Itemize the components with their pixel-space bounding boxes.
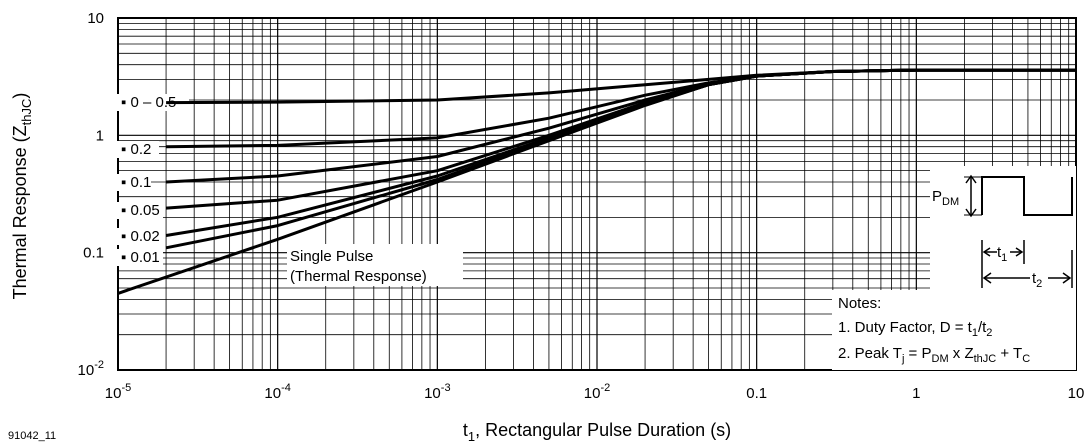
x-tick-label: 1 (912, 385, 920, 402)
label-backgrounds (117, 94, 1076, 370)
y-tick-label: 10-2 (78, 359, 104, 379)
curve-label-0.2: ▪ 0.2 (121, 141, 151, 158)
thermal-response-label: (Thermal Response) (290, 268, 427, 285)
x-tick-label: 10-5 (105, 382, 131, 402)
pulse-waveform-inset: PDM t1 t2 (932, 174, 1073, 290)
t2-arrowhead-left (982, 272, 992, 284)
x-tick-labels: 10-5 10-4 10-3 10-2 0.1 1 10 (105, 382, 1085, 402)
curve-0-0.5 (166, 68, 1076, 105)
curve-label-0.02: ▪ 0.02 (121, 228, 160, 245)
note-peak-tj: 2. Peak Tj = PDM x ZthJC + TC (838, 345, 1030, 365)
curve-single-pulse (117, 68, 1076, 295)
t1-arrowhead-left (982, 247, 991, 257)
y-tick-labels: 10 1 0.1 10-2 (78, 10, 104, 379)
pdm-label: PDM (932, 188, 959, 208)
y-tick-label: 10 (87, 10, 104, 27)
single-pulse-annotation: Single Pulse (Thermal Response) (290, 248, 427, 285)
x-tick-label: 10-4 (264, 382, 290, 402)
y-tick-label: 0.1 (83, 245, 104, 262)
curve-labels: ▪ 0 – 0.5 ▪ 0.2 ▪ 0.1 ▪ 0.05 ▪ 0.02 ▪ 0.… (121, 94, 176, 266)
curves (117, 68, 1076, 295)
notes-title: Notes: (838, 295, 881, 312)
curve-label-0.1: ▪ 0.1 (121, 174, 151, 191)
x-axis-label: t1, Rectangular Pulse Duration (s) (463, 420, 731, 444)
x-tick-label: 10-3 (424, 382, 450, 402)
y-tick-label: 1 (96, 127, 104, 144)
x-tick-label: 10 (1068, 385, 1085, 402)
curve-label-0.01: ▪ 0.01 (121, 249, 160, 266)
pulse-waveform (981, 176, 1073, 216)
pdm-arrowheads (965, 174, 977, 218)
t2-label: t2 (1032, 270, 1042, 290)
t1-label: t1 (997, 244, 1007, 264)
notes-box: Notes: 1. Duty Factor, D = t1/t2 2. Peak… (838, 295, 1030, 365)
t2-arrowhead-right (1062, 272, 1072, 284)
x-tick-label: 0.1 (746, 385, 767, 402)
single-pulse-label: Single Pulse (290, 248, 373, 265)
note-duty-factor: 1. Duty Factor, D = t1/t2 (838, 319, 992, 339)
y-axis-label: Thermal Response (ZthJC) (10, 93, 34, 300)
x-tick-label: 10-2 (584, 382, 610, 402)
curve-label-0-0.5: ▪ 0 – 0.5 (121, 94, 176, 111)
curve-label-0.05: ▪ 0.05 (121, 202, 160, 219)
figure-id: 91042_11 (8, 430, 56, 442)
t1-arrowhead-right (1015, 247, 1024, 257)
